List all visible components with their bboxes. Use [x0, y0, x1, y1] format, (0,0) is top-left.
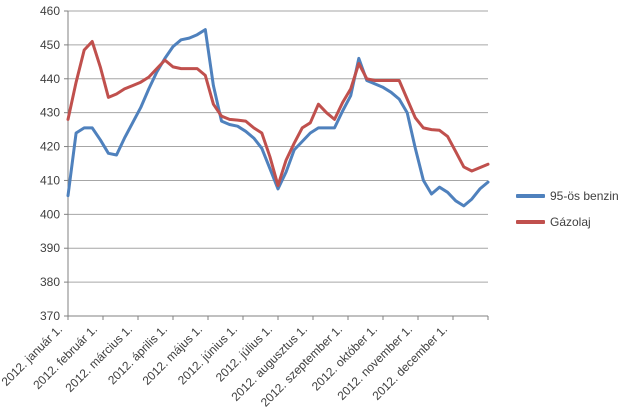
y-tick-label: 370	[40, 309, 60, 323]
series-line-1[interactable]	[66, 40, 490, 187]
y-axis-labels: 370 380 390 400 410 420 430 440 450 460	[40, 4, 60, 323]
y-tick-label: 420	[40, 140, 60, 154]
y-tick-label: 400	[40, 207, 60, 221]
legend-label-benzin: 95-ös benzin	[550, 188, 619, 203]
legend-item-benzin[interactable]: 95-ös benzin	[516, 187, 619, 204]
legend-label-gazolaj: Gázolaj	[550, 214, 591, 229]
series-lines	[66, 28, 490, 208]
legend-item-gazolaj[interactable]: Gázolaj	[516, 213, 619, 230]
gazolaj-line-swatch	[516, 219, 545, 224]
y-tick-label: 430	[40, 106, 60, 120]
benzin-line-swatch	[516, 193, 545, 198]
series-line-0[interactable]	[66, 28, 490, 208]
y-tick-label: 380	[40, 275, 60, 289]
y-tick-label: 390	[40, 241, 60, 255]
y-tick-label: 450	[40, 38, 60, 52]
legend: 95-ös benzin Gázolaj	[516, 187, 619, 230]
y-tick-label: 440	[40, 72, 60, 86]
x-axis-labels: 2012. január 1.2012. február 1.2012. már…	[0, 322, 450, 409]
y-tick-label: 410	[40, 173, 60, 187]
axes	[64, 10, 489, 320]
y-tick-label: 460	[40, 4, 60, 18]
gridlines	[68, 10, 488, 283]
